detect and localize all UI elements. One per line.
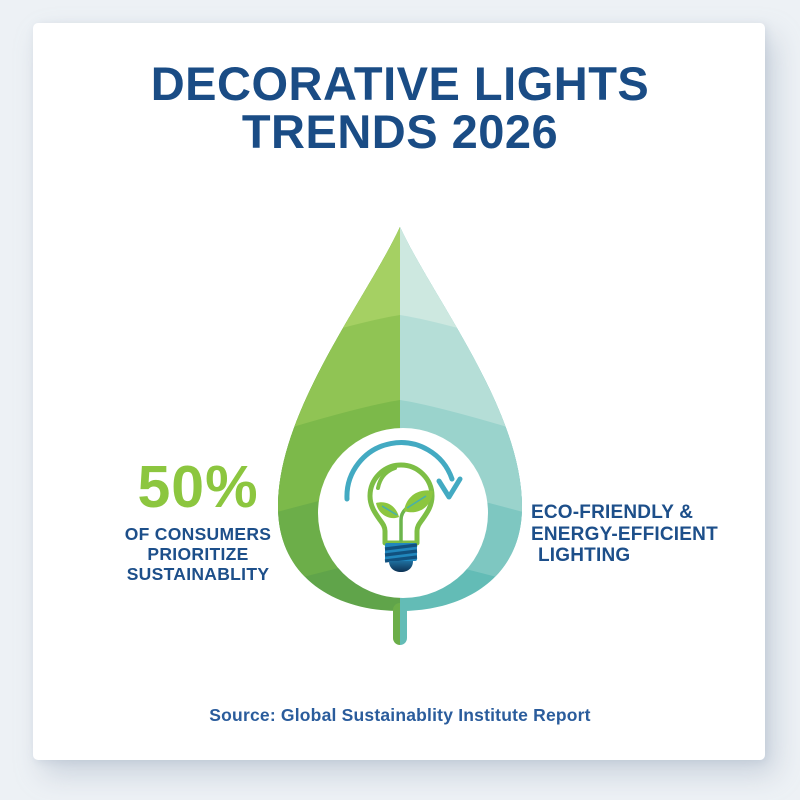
sprout-leaves-icon — [376, 490, 433, 543]
callout-line1: ECO-FRIENDLY & — [531, 502, 694, 523]
page-title-line2: TRENDS 2026 — [241, 105, 559, 158]
lightbulb-icon — [367, 462, 435, 572]
leaf-stem — [393, 603, 407, 645]
page-title-line1: DECORATIVE LIGHTS — [150, 57, 650, 110]
recycle-arrow-icon — [344, 440, 463, 502]
stat-label-line2: PRIORITIZE — [147, 544, 249, 564]
leaf-graphic — [266, 215, 534, 655]
source-attribution: Source: Global Sustainablity Institute R… — [209, 705, 591, 725]
callout-block: ECO-FRIENDLY & ENERGY-EFFICIENT LIGHTING — [531, 502, 741, 567]
stat-block: 50% OF CONSUMERS PRIORITIZE SUSTAINABLIT… — [100, 456, 296, 584]
leaf-icon — [278, 227, 522, 645]
stat-value: 50% — [137, 454, 259, 520]
stat-label-line1: OF CONSUMERS — [124, 524, 272, 544]
page-title: DECORATIVE LIGHTS TRENDS 2026 — [0, 60, 800, 156]
bulb-base — [384, 543, 418, 572]
stat-label: OF CONSUMERS PRIORITIZE SUSTAINABLITY — [100, 524, 296, 584]
stat-label-line3: SUSTAINABLITY — [126, 564, 270, 584]
callout-line3: LIGHTING — [538, 545, 631, 566]
callout-line2: ENERGY-EFFICIENT — [531, 523, 718, 545]
